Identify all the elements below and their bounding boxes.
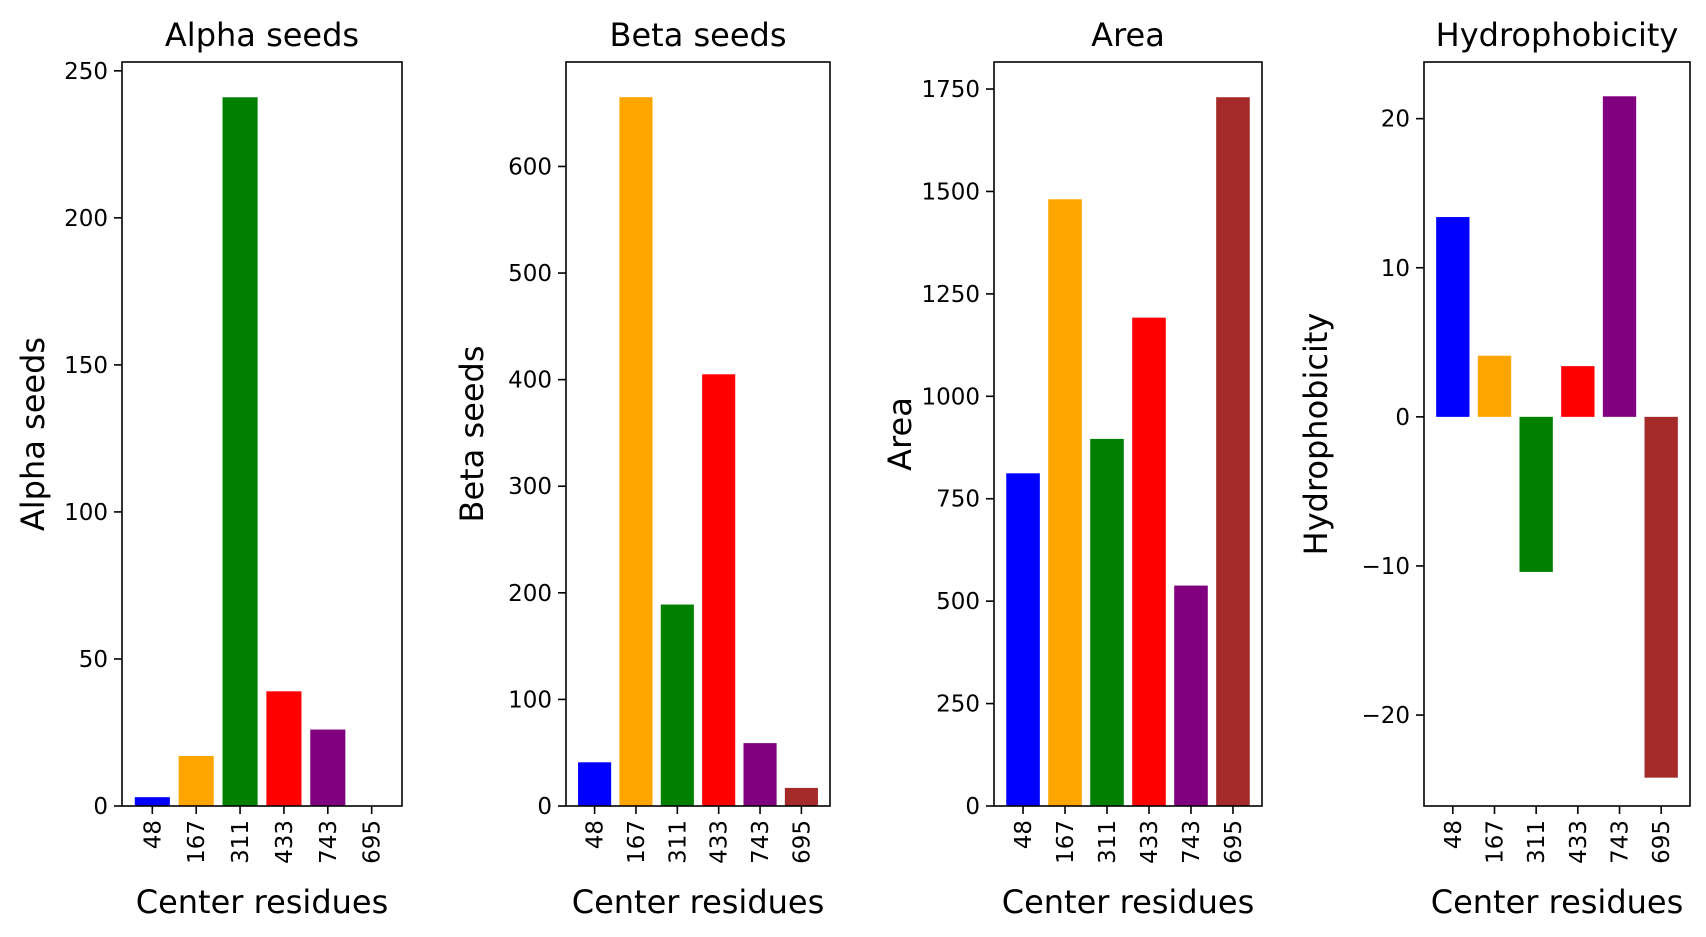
y-tick-label: 0 xyxy=(93,794,108,820)
bar-433 xyxy=(1132,317,1166,806)
x-tick-label: 48 xyxy=(583,820,609,849)
bar-48 xyxy=(134,797,170,806)
hydrophobicity-panel: Hydrophobicity Center residues Hydrophob… xyxy=(1297,16,1691,921)
bar-695 xyxy=(1644,416,1678,778)
y-tick-label: 1750 xyxy=(921,77,980,103)
bar-695 xyxy=(1216,97,1250,807)
bar-433 xyxy=(702,374,736,806)
y-axis-label: Hydrophobicity xyxy=(1297,313,1335,556)
y-tick-label: 250 xyxy=(936,692,980,718)
axes-frame xyxy=(565,61,831,807)
x-tick-label: 167 xyxy=(1482,820,1508,864)
y-tick-label: 750 xyxy=(936,487,980,513)
y-tick-label: 250 xyxy=(64,59,108,85)
bar-433 xyxy=(266,691,302,806)
y-tick-label: 300 xyxy=(508,474,552,500)
x-tick-label: 743 xyxy=(1179,820,1205,864)
y-tick-label: 400 xyxy=(508,368,552,394)
y-tick-label: 1250 xyxy=(921,282,980,308)
bar-311 xyxy=(1519,416,1553,572)
y-axis-label: Area xyxy=(881,397,919,471)
bar-433 xyxy=(1561,366,1595,417)
y-tick-label: 10 xyxy=(1381,256,1410,282)
alpha-seeds-panel: Alpha seeds Center residues Alpha seeds … xyxy=(14,16,403,921)
y-tick-label: 0 xyxy=(1395,405,1410,431)
y-tick-label: 150 xyxy=(64,353,108,379)
panel-title: Alpha seeds xyxy=(165,16,359,54)
x-tick-label: 167 xyxy=(1053,820,1079,864)
x-tick-label: 167 xyxy=(184,820,210,864)
bar-48 xyxy=(1436,217,1470,417)
panel-title: Beta seeds xyxy=(610,16,787,54)
y-tick-label: 1000 xyxy=(921,384,980,410)
y-tick-label: 200 xyxy=(508,581,552,607)
y-tick-label: 0 xyxy=(965,794,980,820)
x-tick-label: 311 xyxy=(228,820,254,864)
y-tick-label: −20 xyxy=(1361,703,1410,729)
axes-frame xyxy=(121,61,403,807)
x-tick-label: 433 xyxy=(272,820,298,864)
bar-743 xyxy=(1174,585,1208,806)
x-tick-label: 743 xyxy=(748,820,774,864)
bar-695 xyxy=(784,787,818,806)
y-tick-label: 0 xyxy=(537,794,552,820)
y-axis-label: Alpha seeds xyxy=(14,337,52,531)
axes-frame xyxy=(1423,61,1691,807)
x-axis-label: Center residues xyxy=(1431,883,1684,921)
x-tick-label: 167 xyxy=(624,820,650,864)
bar-167 xyxy=(178,756,214,806)
x-tick-label: 48 xyxy=(1441,820,1467,849)
y-tick-label: 500 xyxy=(936,589,980,615)
bar-743 xyxy=(1602,96,1637,417)
x-tick-label: 433 xyxy=(1137,820,1163,864)
x-tick-label: 48 xyxy=(1011,820,1037,849)
x-tick-label: 743 xyxy=(316,820,342,864)
y-tick-label: −10 xyxy=(1361,554,1410,580)
bar-48 xyxy=(578,762,612,806)
y-tick-label: 500 xyxy=(508,261,552,287)
x-tick-label: 311 xyxy=(1095,820,1121,864)
area-panel: Area Center residues Area 0 250 500 750 1000… xyxy=(881,16,1263,921)
x-tick-label: 695 xyxy=(1649,820,1675,864)
bar-311 xyxy=(1090,438,1124,806)
bar-743 xyxy=(310,729,346,806)
y-tick-label: 600 xyxy=(508,154,552,180)
x-tick-label: 695 xyxy=(1221,820,1247,864)
bar-311 xyxy=(222,97,258,807)
bar-167 xyxy=(1477,355,1512,417)
x-tick-label: 743 xyxy=(1608,820,1634,864)
x-axis-label: Center residues xyxy=(1002,883,1255,921)
bar-167 xyxy=(619,97,653,807)
x-axis-label: Center residues xyxy=(136,883,389,921)
x-tick-label: 695 xyxy=(360,820,386,864)
y-tick-label: 20 xyxy=(1381,107,1410,133)
x-tick-label: 311 xyxy=(665,820,691,864)
bar-167 xyxy=(1048,199,1082,806)
x-tick-label: 695 xyxy=(789,820,815,864)
y-tick-label: 200 xyxy=(64,206,108,232)
x-tick-label: 311 xyxy=(1524,820,1550,864)
x-tick-label: 433 xyxy=(1566,820,1592,864)
panel-title: Hydrophobicity xyxy=(1436,16,1679,54)
bar-311 xyxy=(660,604,694,806)
y-axis-label: Beta seeds xyxy=(453,346,491,523)
bar-743 xyxy=(743,743,777,806)
panel-title: Area xyxy=(1091,16,1165,54)
beta-seeds-panel: Beta seeds Center residues Beta seeds 0 1… xyxy=(453,16,831,921)
axes-frame xyxy=(993,61,1263,807)
y-tick-label: 1500 xyxy=(921,179,980,205)
y-tick-label: 50 xyxy=(79,647,108,673)
y-tick-label: 100 xyxy=(64,500,108,526)
x-tick-label: 433 xyxy=(707,820,733,864)
bar-48 xyxy=(1006,473,1040,806)
x-tick-label: 48 xyxy=(140,820,166,849)
x-axis-label: Center residues xyxy=(572,883,825,921)
y-tick-label: 100 xyxy=(508,687,552,713)
